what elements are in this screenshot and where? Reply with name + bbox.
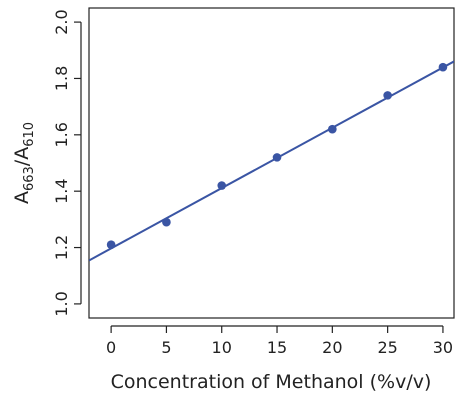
fit-line xyxy=(89,60,454,262)
x-tick-label: 30 xyxy=(433,338,453,357)
y-tick-label: 1.4 xyxy=(52,178,71,203)
y-axis: 1.0 1.2 1.4 1.6 1.8 2.0 xyxy=(52,9,82,317)
x-tick-label: 5 xyxy=(161,338,171,357)
y-tick-label: 1.8 xyxy=(52,66,71,91)
data-point xyxy=(217,181,227,190)
data-point xyxy=(438,62,448,72)
x-tick-label: 0 xyxy=(106,338,116,357)
data-point xyxy=(383,91,392,100)
x-axis: 0 5 10 15 20 25 30 xyxy=(106,325,453,357)
data-point xyxy=(328,124,337,134)
y-tick-label: 1.0 xyxy=(52,291,71,316)
y-label-b: A xyxy=(11,147,33,160)
y-label-sub-b: 610 xyxy=(22,122,37,147)
x-tick-label: 25 xyxy=(377,338,397,357)
data-point xyxy=(162,217,171,227)
plot-frame xyxy=(88,7,455,319)
x-tick-label: 20 xyxy=(322,338,342,357)
plot-area xyxy=(89,60,454,262)
x-axis-label: Concentration of Methanol (%v/v) xyxy=(111,371,432,393)
y-tick-label: 1.2 xyxy=(52,235,71,260)
y-label-slash: / xyxy=(11,159,33,166)
x-tick-label: 15 xyxy=(267,338,287,357)
x-tick-label: 10 xyxy=(212,338,232,357)
y-tick-label: 2.0 xyxy=(52,9,71,34)
data-point xyxy=(106,240,116,250)
y-label-sub-a: 663 xyxy=(22,166,37,191)
y-tick-label: 1.6 xyxy=(52,122,71,147)
y-label-a: A xyxy=(11,191,33,204)
y-axis-label: A663/A610 xyxy=(11,122,37,204)
data-point xyxy=(272,153,282,162)
